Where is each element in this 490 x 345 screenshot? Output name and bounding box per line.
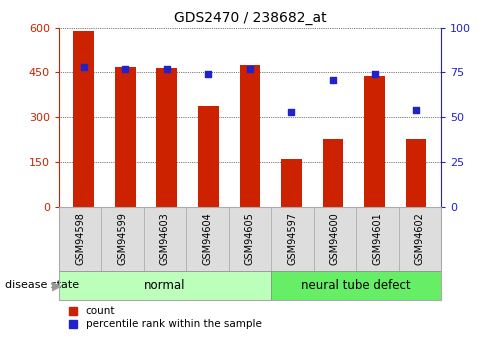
Text: GSM94599: GSM94599 (118, 213, 127, 265)
Text: GSM94602: GSM94602 (415, 213, 425, 265)
Bar (74, 31, 94, 207)
Bar (198, 106, 219, 207)
Point (246, 66, 254, 72)
Text: GSM94603: GSM94603 (160, 213, 170, 265)
Text: GSM94600: GSM94600 (330, 213, 340, 265)
Point (122, 66, 129, 72)
Point (412, 107, 420, 113)
Bar (406, 139, 426, 207)
Bar (322, 139, 343, 207)
Text: neural tube defect: neural tube defect (301, 279, 411, 292)
Text: GSM94598: GSM94598 (75, 213, 85, 265)
Text: GSM94597: GSM94597 (287, 213, 297, 265)
Bar (281, 159, 302, 207)
Text: ▶: ▶ (51, 279, 61, 292)
Bar (364, 76, 385, 207)
Text: GSM94601: GSM94601 (372, 213, 382, 265)
Bar (156, 68, 177, 207)
Bar (115, 67, 136, 207)
Bar (240, 65, 260, 207)
Point (288, 109, 295, 115)
Legend: count, percentile rank within the sample: count, percentile rank within the sample (69, 306, 262, 329)
Point (370, 71, 378, 77)
Point (163, 66, 171, 72)
Text: GSM94604: GSM94604 (202, 213, 213, 265)
Point (80, 64, 88, 70)
Text: normal: normal (144, 279, 186, 292)
Text: GSM94605: GSM94605 (245, 213, 255, 265)
Text: disease state: disease state (5, 280, 79, 290)
Point (204, 71, 212, 77)
Point (329, 77, 337, 82)
Title: GDS2470 / 238682_at: GDS2470 / 238682_at (173, 11, 326, 25)
